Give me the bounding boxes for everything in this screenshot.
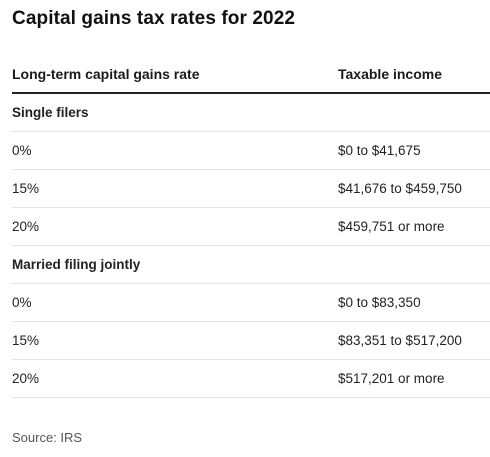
rate-cell: 15% xyxy=(12,333,40,348)
income-cell: $0 to $41,675 xyxy=(338,143,421,158)
table-row: 15% $41,676 to $459,750 xyxy=(12,170,490,208)
income-cell: $41,676 to $459,750 xyxy=(338,181,462,196)
rate-cell: 0% xyxy=(12,143,32,158)
source-note: Source: IRS xyxy=(12,430,83,445)
group-label: Single filers xyxy=(12,105,89,120)
table-header: Long-term capital gains rate Taxable inc… xyxy=(12,56,490,94)
tax-rate-table: Long-term capital gains rate Taxable inc… xyxy=(12,56,490,398)
group-label: Married filing jointly xyxy=(12,257,141,272)
group-header-married: Married filing jointly xyxy=(12,246,490,284)
rate-cell: 0% xyxy=(12,295,32,310)
column-header-income: Taxable income xyxy=(338,66,443,82)
table-row: 20% $517,201 or more xyxy=(12,360,490,398)
table-row: 0% $0 to $41,675 xyxy=(12,132,490,170)
group-header-single: Single filers xyxy=(12,94,490,132)
rate-cell: 15% xyxy=(12,181,40,196)
rate-cell: 20% xyxy=(12,219,40,234)
rate-cell: 20% xyxy=(12,371,40,386)
table-row: 0% $0 to $83,350 xyxy=(12,284,490,322)
income-cell: $0 to $83,350 xyxy=(338,295,421,310)
income-cell: $83,351 to $517,200 xyxy=(338,333,462,348)
table-row: 15% $83,351 to $517,200 xyxy=(12,322,490,360)
page-title: Capital gains tax rates for 2022 xyxy=(12,8,296,29)
income-cell: $459,751 or more xyxy=(338,219,445,234)
income-cell: $517,201 or more xyxy=(338,371,445,386)
table-row: 20% $459,751 or more xyxy=(12,208,490,246)
column-header-rate: Long-term capital gains rate xyxy=(12,66,200,82)
